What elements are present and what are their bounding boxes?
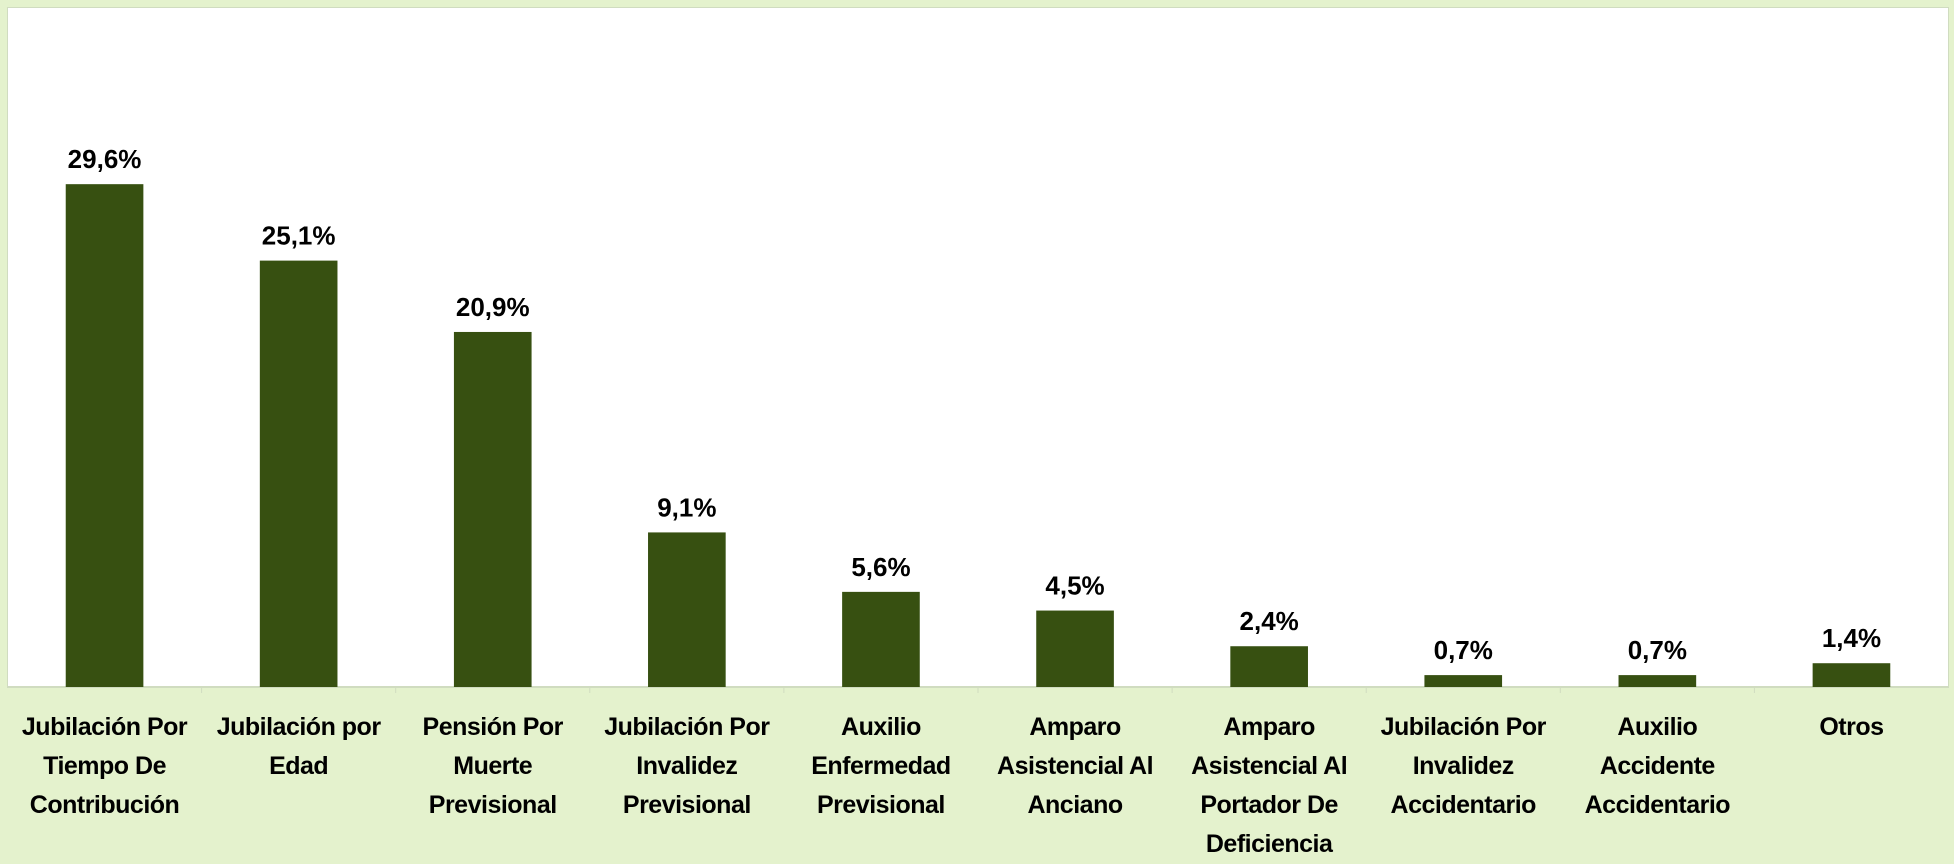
x-tick-label: Jubilación por Edad xyxy=(216,713,381,780)
x-tick-label: Otros xyxy=(1819,713,1884,741)
data-label: 0,7% xyxy=(1628,635,1687,665)
x-tick-label: Amparo Asistencial Al Anciano xyxy=(997,713,1154,819)
data-label: 5,6% xyxy=(851,552,910,582)
data-label: 20,9% xyxy=(456,292,530,322)
data-label: 1,4% xyxy=(1822,623,1881,653)
bar xyxy=(259,260,338,687)
data-label: 25,1% xyxy=(262,221,336,251)
data-label: 4,5% xyxy=(1045,571,1104,601)
x-tick-label: Jubilación Por Invalidez Previsional xyxy=(604,713,770,819)
bar xyxy=(1230,646,1308,687)
data-label: 9,1% xyxy=(657,492,716,522)
bar xyxy=(65,184,144,688)
bar xyxy=(1036,610,1114,687)
x-tick-label: Auxilio Accidente Accidentario xyxy=(1584,713,1731,819)
data-label: 2,4% xyxy=(1240,606,1299,636)
x-tick-label: Jubilación Por Tiempo De Contribución xyxy=(21,713,188,819)
bar xyxy=(1618,675,1697,687)
x-tick-label: Auxilio Enfermedad Previsional xyxy=(811,713,951,819)
bar xyxy=(648,532,726,687)
data-label: 0,7% xyxy=(1434,635,1493,665)
x-tick-label: Amparo Asistencial Al Portador De Defici… xyxy=(1191,713,1348,858)
x-tick-label: Pensión Por Muerte Previsional xyxy=(422,713,564,819)
x-tick-label: Jubilación Por Invalidez Accidentario xyxy=(1380,713,1547,819)
bar xyxy=(1812,663,1891,687)
bar xyxy=(1424,675,1503,687)
data-label: 29,6% xyxy=(68,144,142,174)
bar xyxy=(453,331,532,687)
bar xyxy=(842,591,920,687)
